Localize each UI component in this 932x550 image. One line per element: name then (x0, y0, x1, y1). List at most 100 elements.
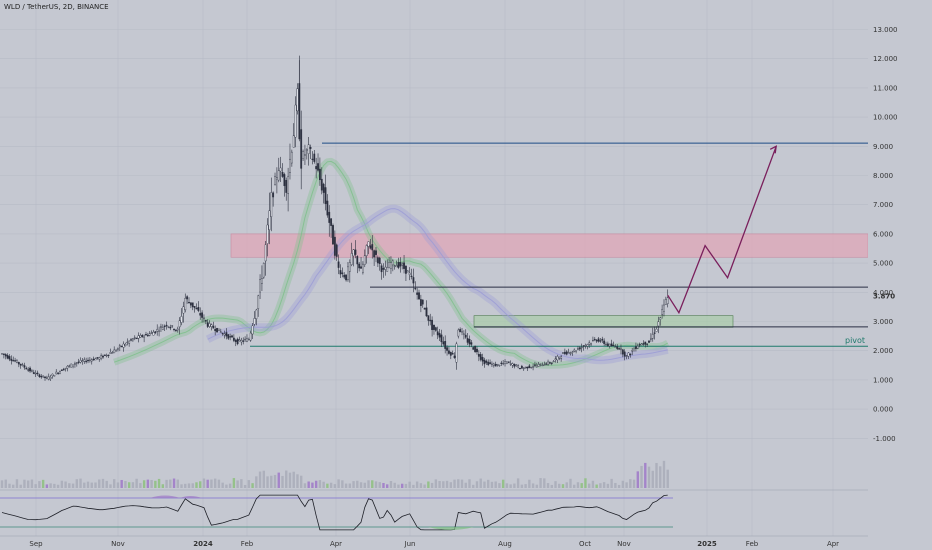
candle-body (663, 304, 665, 312)
candle-body (573, 349, 576, 352)
candle-body (610, 343, 613, 347)
candle-body (565, 351, 568, 355)
volume-bar (393, 482, 396, 488)
candle-body (283, 174, 286, 187)
candle-body (562, 352, 564, 354)
volume-bar (625, 482, 628, 488)
volume-bar (644, 462, 647, 488)
price-axis[interactable]: 3.870 13.000 12.000 11.000 10.000 9.000 8.000 7… (868, 0, 932, 550)
candle-body (578, 347, 581, 350)
candle-body (358, 263, 361, 269)
time-axis[interactable]: Sep Nov 2024 Feb Apr Jun Aug Oct Nov 2025 Feb Apr (0, 535, 868, 548)
candle-body (266, 224, 269, 244)
candle-body (655, 328, 658, 332)
candle-body (305, 149, 308, 151)
volume-bar (4, 479, 7, 488)
y-tick-label: 0.000 (873, 406, 893, 414)
candle-body (218, 328, 220, 331)
candle-body (10, 358, 13, 361)
projection-path[interactable] (667, 145, 777, 315)
volume-bar (487, 479, 490, 488)
candle-body (496, 363, 499, 366)
volume-bar (314, 480, 318, 488)
candle-body (302, 151, 304, 159)
candle-body (139, 335, 142, 338)
y-tick-label: 9.000 (873, 143, 893, 151)
volume-bar (453, 479, 456, 488)
osc-overbought-fill (180, 496, 202, 498)
candle-body (317, 163, 319, 171)
candle-body (419, 299, 422, 306)
volume-bar (621, 480, 625, 488)
y-tick-label: 13.000 (873, 26, 898, 34)
candle-body (406, 270, 409, 273)
candle-body (367, 241, 370, 247)
candle-body (592, 340, 594, 342)
candle-body (382, 268, 385, 270)
volume-bar (127, 482, 131, 488)
candle-body (631, 350, 634, 352)
y-tick-label: 2.000 (873, 347, 893, 355)
candle-body (483, 359, 486, 365)
volume-bar (434, 479, 438, 488)
volume-bar (550, 484, 553, 488)
volume-bar (367, 480, 370, 488)
volume-bar (75, 479, 78, 488)
candle-body (124, 344, 127, 346)
candle-body (549, 362, 551, 364)
candle-body (509, 363, 512, 365)
candle-body (515, 364, 518, 367)
y-tick-label: 11.000 (873, 84, 898, 92)
volume-bar (565, 482, 568, 488)
candle-body (279, 167, 282, 172)
candle-body (472, 347, 475, 350)
candle-body (333, 236, 336, 256)
grid-lines (0, 0, 868, 536)
volume-bar (273, 474, 277, 488)
candle-body (347, 266, 349, 281)
volume-bar (210, 479, 213, 488)
candle-body (580, 346, 583, 349)
volume-bar (236, 480, 239, 488)
volume-bar (419, 483, 423, 488)
candle-body (627, 352, 630, 357)
candle-body (666, 297, 669, 304)
volume-bar (378, 482, 381, 488)
candle-body (436, 331, 439, 336)
volume-bar (169, 479, 172, 488)
candle-body (320, 178, 323, 191)
volume-bar (356, 480, 359, 488)
candle-body (526, 366, 529, 369)
candle-body (118, 345, 121, 348)
candle-body (462, 333, 465, 335)
volume-bar (397, 484, 400, 488)
volume-bar (415, 481, 419, 488)
volume-bar (494, 481, 497, 488)
candle-body (477, 354, 480, 357)
x-tick-label: Nov (111, 540, 125, 548)
candle-body (75, 362, 78, 364)
candle-body (326, 200, 329, 216)
candle-body (17, 362, 20, 365)
candle-body (197, 307, 200, 311)
candle-body (242, 340, 245, 342)
candle-body (74, 363, 76, 365)
volume-bar (94, 482, 97, 488)
candle-body (498, 364, 501, 367)
candle-body (657, 321, 660, 327)
candle-body (27, 369, 30, 371)
candle-body (649, 338, 652, 340)
volume-bar (8, 483, 11, 488)
symbol-title: WLD / TetherUS, 2D, BINANCE (4, 3, 109, 11)
volume-bar (535, 484, 539, 488)
volume-bar (554, 481, 557, 488)
candle-body (638, 344, 641, 346)
candle-body (296, 88, 299, 112)
candle-body (154, 331, 157, 333)
candle-body (492, 363, 495, 366)
y-tick-label: 7.000 (873, 201, 893, 209)
volume-bar (247, 480, 251, 488)
candle-body (664, 299, 667, 305)
y-tick-label: 10.000 (873, 114, 898, 122)
